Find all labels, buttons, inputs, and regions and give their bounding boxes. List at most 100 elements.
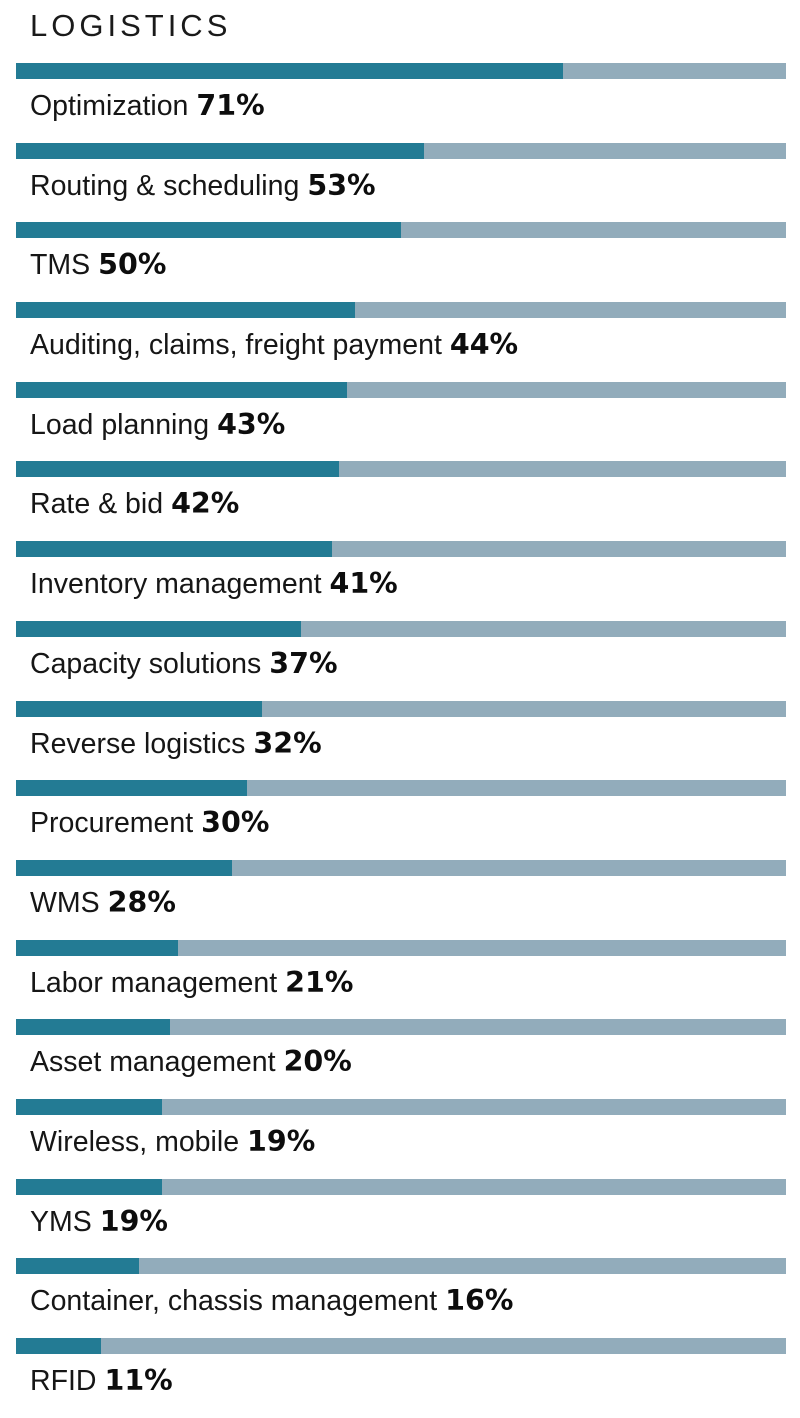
bar-row: Procurement 30% <box>16 780 786 860</box>
bar <box>16 63 563 79</box>
bar <box>16 1258 140 1275</box>
category-label: YMS <box>30 1205 92 1238</box>
bar-row: RFID 11% <box>16 1338 786 1418</box>
bar-label: Inventory management 41% <box>30 567 398 601</box>
value-label: 44% <box>449 328 519 362</box>
bar-row: YMS 19% <box>16 1178 786 1259</box>
bar-track <box>16 461 786 478</box>
bar-label: RFID 11% <box>30 1364 173 1398</box>
category-label: Inventory management <box>30 568 322 601</box>
value-label: 32% <box>253 726 322 760</box>
bar <box>16 1019 170 1036</box>
bar-label: Load planning 43% <box>30 408 285 442</box>
bar <box>16 142 425 159</box>
bar-label: WMS 28% <box>30 886 176 920</box>
bar <box>16 859 232 876</box>
category-label: WMS <box>30 886 100 919</box>
category-label: Reverse logistics <box>30 727 246 760</box>
value-label: 71% <box>196 89 265 122</box>
category-label: Routing & scheduling <box>30 169 300 202</box>
bar-row: TMS 50% <box>16 222 786 302</box>
category-label: Load planning <box>30 408 210 441</box>
value-label: 21% <box>285 965 354 999</box>
bar-track <box>16 381 786 398</box>
bar-track <box>16 620 786 637</box>
category-label: Container, chassis management <box>30 1285 438 1318</box>
bar <box>16 1338 101 1354</box>
chart-title: LOGISTICS <box>30 8 232 43</box>
bar-track <box>16 302 786 319</box>
bar-track <box>16 222 786 239</box>
bar-row: Reverse logistics 32% <box>16 700 786 781</box>
bar-row: Rate & bid 42% <box>16 461 786 541</box>
bar <box>16 620 301 637</box>
category-label: Auditing, claims, freight payment <box>30 329 442 362</box>
bar-track <box>16 1178 786 1195</box>
bar-row: WMS 28% <box>16 859 786 940</box>
bar-track <box>16 1258 786 1275</box>
bar-track <box>16 1098 786 1115</box>
value-label: 50% <box>98 248 167 282</box>
bar-label: Wireless, mobile 19% <box>30 1125 315 1159</box>
bar-label: Procurement 30% <box>30 806 269 840</box>
value-label: 43% <box>217 407 286 441</box>
value-label: 19% <box>99 1204 168 1238</box>
bar-label: Labor management 21% <box>30 966 353 1000</box>
bar-row: Capacity solutions 37% <box>16 620 786 701</box>
bar-row: Load planning 43% <box>16 381 786 462</box>
bar-label: Rate & bid 42% <box>30 487 239 521</box>
value-label: 30% <box>201 806 270 840</box>
value-label: 20% <box>283 1045 352 1079</box>
category-label: Labor management <box>30 966 278 999</box>
bar-label: Container, chassis management 16% <box>30 1284 513 1318</box>
bar <box>16 939 178 956</box>
bar <box>16 461 340 478</box>
bar-row: Wireless, mobile 19% <box>16 1098 786 1179</box>
bar-track <box>16 780 786 797</box>
bar <box>16 541 332 558</box>
bar-row: Labor management 21% <box>16 939 786 1020</box>
category-label: Asset management <box>30 1046 276 1079</box>
category-label: TMS <box>30 249 91 282</box>
bar-row: Routing & scheduling 53% <box>16 142 786 223</box>
bar-label: TMS 50% <box>30 248 166 282</box>
bar <box>16 381 348 398</box>
value-label: 16% <box>445 1284 514 1318</box>
bar-label: Capacity solutions 37% <box>30 647 338 681</box>
value-label: 11% <box>104 1364 173 1397</box>
category-label: Wireless, mobile <box>30 1125 240 1158</box>
bar-track <box>16 859 786 876</box>
bar-chart: Optimization 71% Routing & scheduling 53% TM… <box>16 63 786 1418</box>
bar <box>16 1178 163 1195</box>
bar-label: Routing & scheduling 53% <box>30 169 376 203</box>
value-label: 42% <box>171 487 240 521</box>
bar <box>16 780 247 797</box>
bar-track <box>16 1338 786 1354</box>
bar-track <box>16 700 786 717</box>
category-label: Optimization <box>30 90 189 122</box>
bar <box>16 222 401 239</box>
value-label: 28% <box>107 885 176 919</box>
bar-row: Inventory management 41% <box>16 541 786 621</box>
bar-label: Optimization 71% <box>30 89 265 123</box>
category-label: RFID <box>30 1365 97 1397</box>
bar-track <box>16 939 786 956</box>
value-label: 53% <box>307 168 376 202</box>
category-label: Capacity solutions <box>30 647 262 680</box>
bar-track <box>16 1019 786 1036</box>
bar-row: Auditing, claims, freight payment 44% <box>16 302 786 382</box>
bar-track <box>16 541 786 558</box>
bar <box>16 700 263 717</box>
bar-label: Asset management 20% <box>30 1045 352 1079</box>
bar-track <box>16 142 786 159</box>
value-label: 41% <box>329 567 398 601</box>
bar-label: Reverse logistics 32% <box>30 727 322 761</box>
bar-label: YMS 19% <box>30 1205 168 1239</box>
value-label: 19% <box>247 1124 316 1158</box>
bar-row: Optimization 71% <box>16 63 786 143</box>
bar-row: Asset management 20% <box>16 1019 786 1099</box>
bar-track <box>16 63 786 79</box>
bar-label: Auditing, claims, freight payment 44% <box>30 328 518 362</box>
bar <box>16 1098 163 1115</box>
bar <box>16 302 355 319</box>
